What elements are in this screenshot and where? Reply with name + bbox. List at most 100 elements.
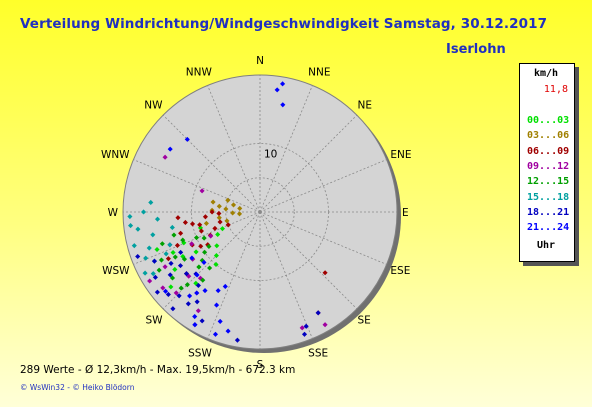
rose-spoke-NW — [162, 114, 261, 213]
rose-direction-labels: N NNE NE ENE E ESE SE SSE S SSW SW WSW W WNW NW NNW — [101, 55, 412, 371]
data-point-21...24-7 — [194, 290, 200, 296]
rose-background — [122, 74, 401, 353]
legend-bucket-03...06: 03...06 — [527, 130, 570, 142]
data-point-00...03-0 — [214, 243, 220, 249]
data-point-15...18-0 — [167, 242, 173, 248]
data-point-18...21-0 — [167, 272, 173, 278]
legend-bucket-21...24: 21...24 — [527, 222, 570, 234]
data-point-06...09-19 — [165, 256, 171, 262]
legend: km/h 11,8 00...03 03...06 06...09 09...12 12… — [519, 63, 575, 262]
data-point-03...06-9 — [216, 203, 222, 209]
rose-spoke-SE — [259, 211, 358, 310]
legend-bucket-15...18: 15...18 — [527, 191, 570, 203]
legend-bucket-18...21: 18...21 — [527, 206, 570, 218]
data-point-18...21-14 — [176, 293, 182, 299]
legend-max-speed: 11,8 — [543, 84, 568, 95]
data-point-21...24-17 — [201, 259, 207, 265]
data-point-00...03-11 — [168, 284, 174, 290]
data-point-06...09-13 — [217, 219, 223, 225]
data-point-12...15-16 — [202, 249, 208, 255]
data-point-00...03-8 — [213, 261, 219, 268]
data-point-15...18-11 — [128, 223, 134, 229]
data-point-21...24-14 — [167, 146, 173, 152]
data-point-15...18-7 — [169, 224, 175, 231]
data-point-00...03-4 — [154, 246, 160, 253]
data-point-00...03-1 — [193, 249, 199, 255]
rose-ring-inner — [225, 177, 295, 247]
data-point-18...21-1 — [165, 291, 171, 298]
legend-bucket-00...03: 00...03 — [527, 115, 570, 126]
data-point-15...18-4 — [154, 216, 161, 222]
data-point-06...09-11 — [209, 209, 215, 215]
rose-points — [127, 81, 328, 343]
data-point-00...03-7 — [172, 266, 178, 273]
data-point-09...12-4 — [189, 241, 195, 247]
direction-label-S: S — [257, 359, 264, 371]
rose-ring-label: 10 — [264, 149, 277, 161]
data-point-15...18-13 — [127, 214, 133, 220]
data-point-06...09-20 — [322, 270, 328, 276]
data-point-21...24-5 — [194, 272, 200, 278]
data-point-09...12-2 — [162, 264, 168, 270]
data-point-06...09-6 — [178, 230, 184, 236]
direction-label-SE: SE — [357, 314, 370, 326]
rose-spoke-NE — [259, 114, 358, 213]
direction-label-NNW: NNW — [186, 67, 213, 79]
data-point-12...15-14 — [178, 285, 184, 291]
data-point-06...09-14 — [175, 215, 181, 221]
data-point-12...15-10 — [207, 265, 213, 271]
legend-bucket-12...15: 12...15 — [527, 176, 570, 188]
data-point-06...09-5 — [198, 243, 204, 249]
footer-credit: © WsWin32 - © Heiko Blödorn — [20, 383, 135, 392]
data-point-12...15-12 — [156, 267, 162, 273]
data-point-03...06-7 — [203, 220, 209, 226]
data-point-12...15-13 — [200, 277, 206, 283]
data-point-06...09-15 — [174, 242, 180, 248]
data-point-18...21-7 — [135, 253, 141, 260]
footer-stats: 289 Werte - Ø 12,3km/h - Max. 19,5km/h -… — [20, 364, 296, 376]
rose-spoke-WNW — [133, 159, 261, 213]
direction-label-ESE: ESE — [390, 265, 410, 277]
data-point-21...24-3 — [217, 318, 223, 324]
data-point-15...18-1 — [150, 232, 156, 238]
direction-label-WSW: WSW — [102, 265, 130, 277]
data-point-03...06-1 — [223, 206, 229, 212]
direction-label-SSE: SSE — [308, 347, 328, 359]
data-point-06...09-7 — [202, 214, 208, 220]
legend-time-label: Uhr — [536, 240, 556, 251]
data-point-00...03-13 — [219, 226, 226, 232]
data-point-03...06-4 — [230, 202, 237, 208]
direction-label-WNW: WNW — [101, 149, 130, 161]
data-point-09...12-14 — [173, 290, 179, 296]
data-point-12...15-15 — [159, 241, 165, 247]
data-point-18...21-4 — [151, 258, 158, 264]
direction-label-ENE: ENE — [390, 149, 411, 161]
data-point-12...15-9 — [206, 243, 212, 250]
data-point-21...24-1 — [214, 302, 220, 308]
data-point-15...18-10 — [148, 199, 154, 205]
data-point-06...09-0 — [212, 225, 218, 231]
data-point-09...12-13 — [147, 278, 153, 284]
data-point-18...21-13 — [178, 249, 184, 255]
data-point-18...21-5 — [183, 271, 190, 277]
data-point-15...18-8 — [141, 209, 147, 215]
data-point-12...15-5 — [172, 254, 178, 260]
direction-label-NE: NE — [357, 100, 372, 112]
data-point-06...09-4 — [216, 210, 222, 216]
data-point-15...18-5 — [131, 243, 137, 249]
data-point-00...03-3 — [213, 253, 219, 259]
data-point-12...15-17 — [158, 257, 165, 263]
data-point-12...15-7 — [193, 235, 200, 241]
data-point-21...24-0 — [202, 288, 208, 294]
location-label: Iserlohn — [446, 42, 506, 57]
rose-spoke-NNE — [259, 85, 313, 213]
rose-spoke-SSW — [207, 211, 261, 339]
data-point-12...15-3 — [184, 282, 190, 288]
data-point-12...15-4 — [180, 237, 186, 243]
direction-label-NW: NW — [144, 100, 163, 112]
direction-label-E: E — [402, 207, 409, 219]
data-point-21...24-9 — [163, 288, 169, 294]
data-point-21...24-2 — [192, 322, 198, 328]
rose-spoke-SW — [162, 211, 261, 310]
